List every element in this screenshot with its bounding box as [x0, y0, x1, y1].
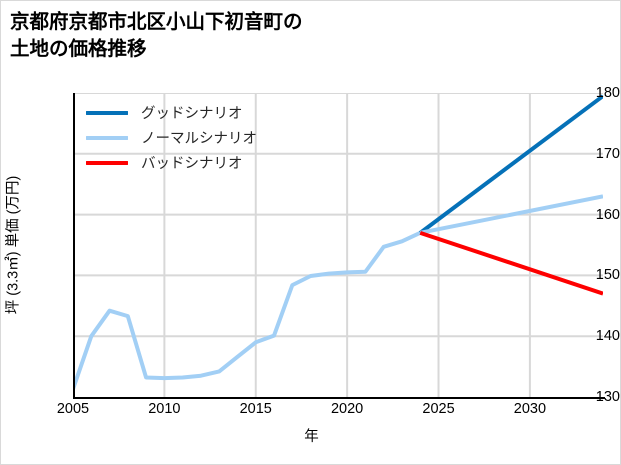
y-axis-title: 坪 (3.3㎡) 単価 (万円)	[5, 175, 22, 315]
series-line	[419, 194, 603, 235]
legend-item[interactable]: バッドシナリオ	[86, 150, 257, 175]
x-axis-tick-label: 2020	[330, 401, 364, 417]
series-lines	[73, 94, 603, 390]
page-title: 京都府京都市北区小山下初音町の 土地の価格推移	[10, 11, 303, 60]
legend-item-label: バッドシナリオ	[141, 156, 243, 172]
x-axis-title: 年	[304, 429, 319, 445]
y-axis-tick-label: 130	[595, 389, 620, 405]
legend-color-swatch	[86, 160, 128, 165]
y-axis-title-wrap: 坪 (3.3㎡) 単価 (万円)	[1, 93, 23, 397]
x-axis-tick-label: 2015	[239, 401, 272, 417]
y-axis-tick-label: 160	[595, 206, 620, 223]
series-line	[419, 94, 603, 235]
y-axis-tick-label: 170	[595, 145, 620, 162]
legend-item-label: グッドシナリオ	[141, 106, 243, 122]
legend-item-label: ノーマルシナリオ	[141, 131, 257, 147]
x-axis-tick-label: 2005	[56, 401, 90, 417]
series-line	[419, 230, 603, 296]
x-axis-spine	[73, 397, 605, 399]
legend-color-swatch	[86, 110, 128, 115]
legend-item[interactable]: ノーマルシナリオ	[86, 125, 257, 150]
x-axis-tick-label: 2010	[148, 401, 181, 417]
legend-item[interactable]: グッドシナリオ	[86, 100, 257, 125]
y-axis-tick-label: 140	[595, 328, 620, 345]
x-axis-tick-label: 2030	[513, 401, 547, 417]
gridlines	[73, 93, 603, 397]
x-axis-tick-label: 2025	[422, 401, 455, 417]
y-axis-spine	[73, 93, 75, 399]
plot-svg	[73, 93, 603, 397]
legend-color-swatch	[86, 135, 128, 140]
y-axis-tick-label: 180	[595, 85, 620, 101]
y-axis-tick-label: 150	[595, 267, 620, 284]
plot-area	[73, 93, 603, 397]
series-line	[73, 231, 422, 390]
chart-legend: グッドシナリオ ノーマルシナリオ バッドシナリオ	[82, 95, 265, 181]
